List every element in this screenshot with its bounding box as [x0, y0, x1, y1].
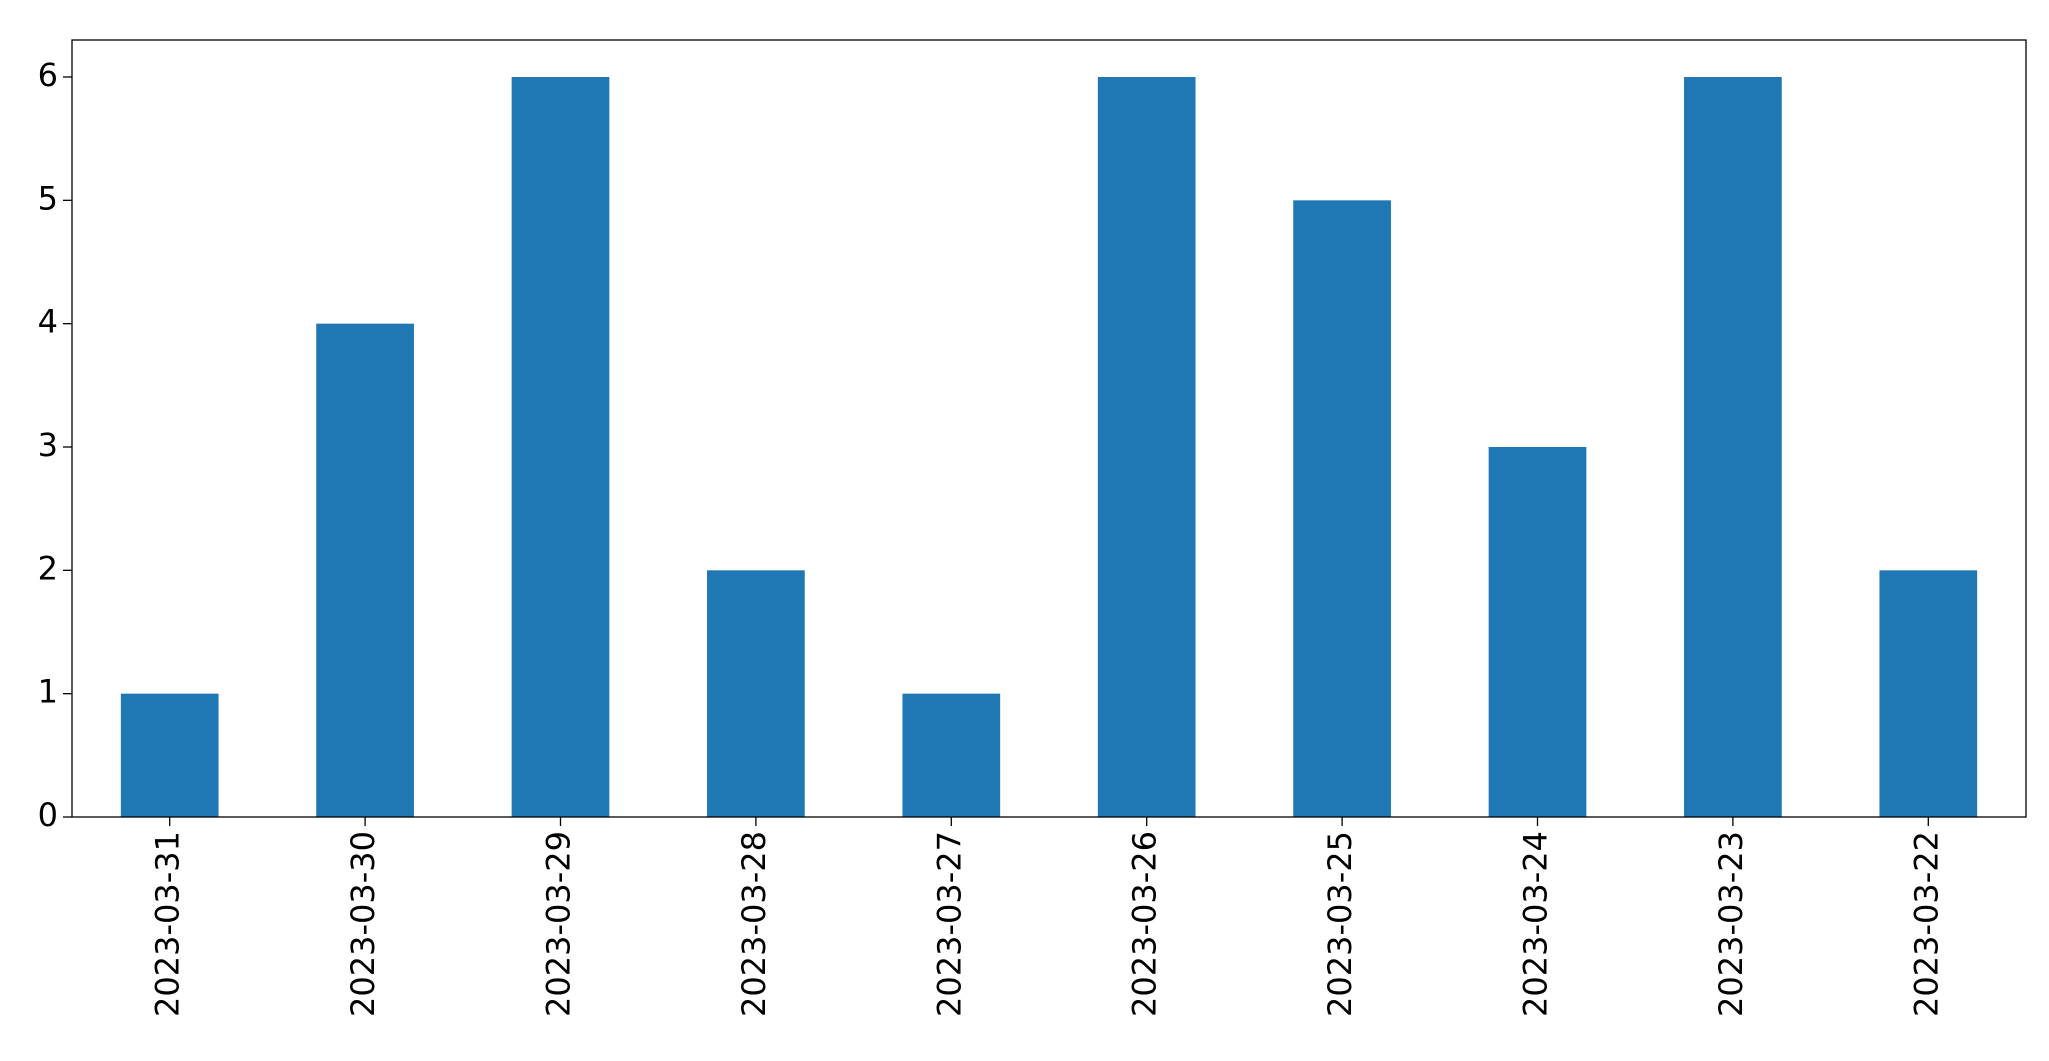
bar: [511, 77, 610, 817]
y-tick-label: 1: [38, 673, 58, 711]
x-tick-label: 2023-03-31: [149, 831, 187, 1017]
bar: [1488, 447, 1587, 817]
y-tick-label: 6: [38, 56, 58, 94]
bar: [1879, 570, 1978, 817]
bar: [120, 693, 219, 817]
bar: [707, 570, 805, 817]
bar: [902, 693, 1001, 817]
y-tick-label: 4: [38, 303, 58, 341]
bar: [1293, 200, 1391, 818]
bar: [316, 323, 414, 817]
x-tick-label: 2023-03-22: [1907, 831, 1945, 1017]
bar: [1097, 77, 1196, 817]
y-tick-label: 2: [38, 549, 58, 587]
x-tick-label: 2023-03-29: [540, 831, 578, 1017]
x-tick-label: 2023-03-28: [735, 831, 773, 1017]
x-tick-label: 2023-03-25: [1321, 831, 1359, 1017]
y-tick-label: 0: [38, 796, 58, 834]
x-tick-label: 2023-03-30: [344, 831, 382, 1017]
x-tick-label: 2023-03-27: [930, 831, 968, 1017]
y-tick-label: 5: [38, 179, 58, 217]
x-tick-label: 2023-03-26: [1126, 831, 1164, 1017]
y-tick-label: 3: [38, 426, 58, 464]
bar: [1684, 77, 1782, 817]
x-tick-label: 2023-03-24: [1517, 831, 1555, 1017]
plot-frame: [71, 39, 2027, 818]
x-tick-label: 2023-03-23: [1712, 831, 1750, 1017]
